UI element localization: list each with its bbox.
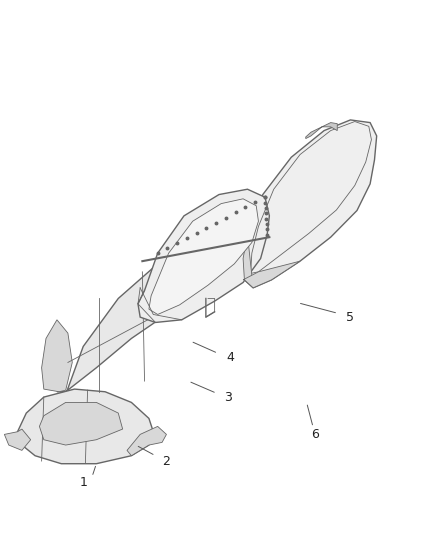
Polygon shape	[127, 426, 166, 456]
Text: 1: 1	[79, 476, 87, 489]
Polygon shape	[149, 199, 258, 314]
Polygon shape	[42, 320, 72, 392]
Polygon shape	[243, 261, 300, 288]
Polygon shape	[4, 429, 31, 450]
Text: 4: 4	[226, 351, 234, 364]
Polygon shape	[193, 237, 212, 290]
Text: 2: 2	[162, 455, 170, 467]
Polygon shape	[18, 389, 153, 464]
Polygon shape	[138, 189, 269, 322]
Polygon shape	[306, 123, 337, 139]
Text: 5: 5	[346, 311, 354, 324]
Polygon shape	[243, 120, 377, 288]
Text: 6: 6	[311, 428, 319, 441]
Polygon shape	[243, 235, 253, 288]
Polygon shape	[39, 402, 123, 445]
Text: 3: 3	[224, 391, 232, 403]
Polygon shape	[57, 245, 201, 394]
